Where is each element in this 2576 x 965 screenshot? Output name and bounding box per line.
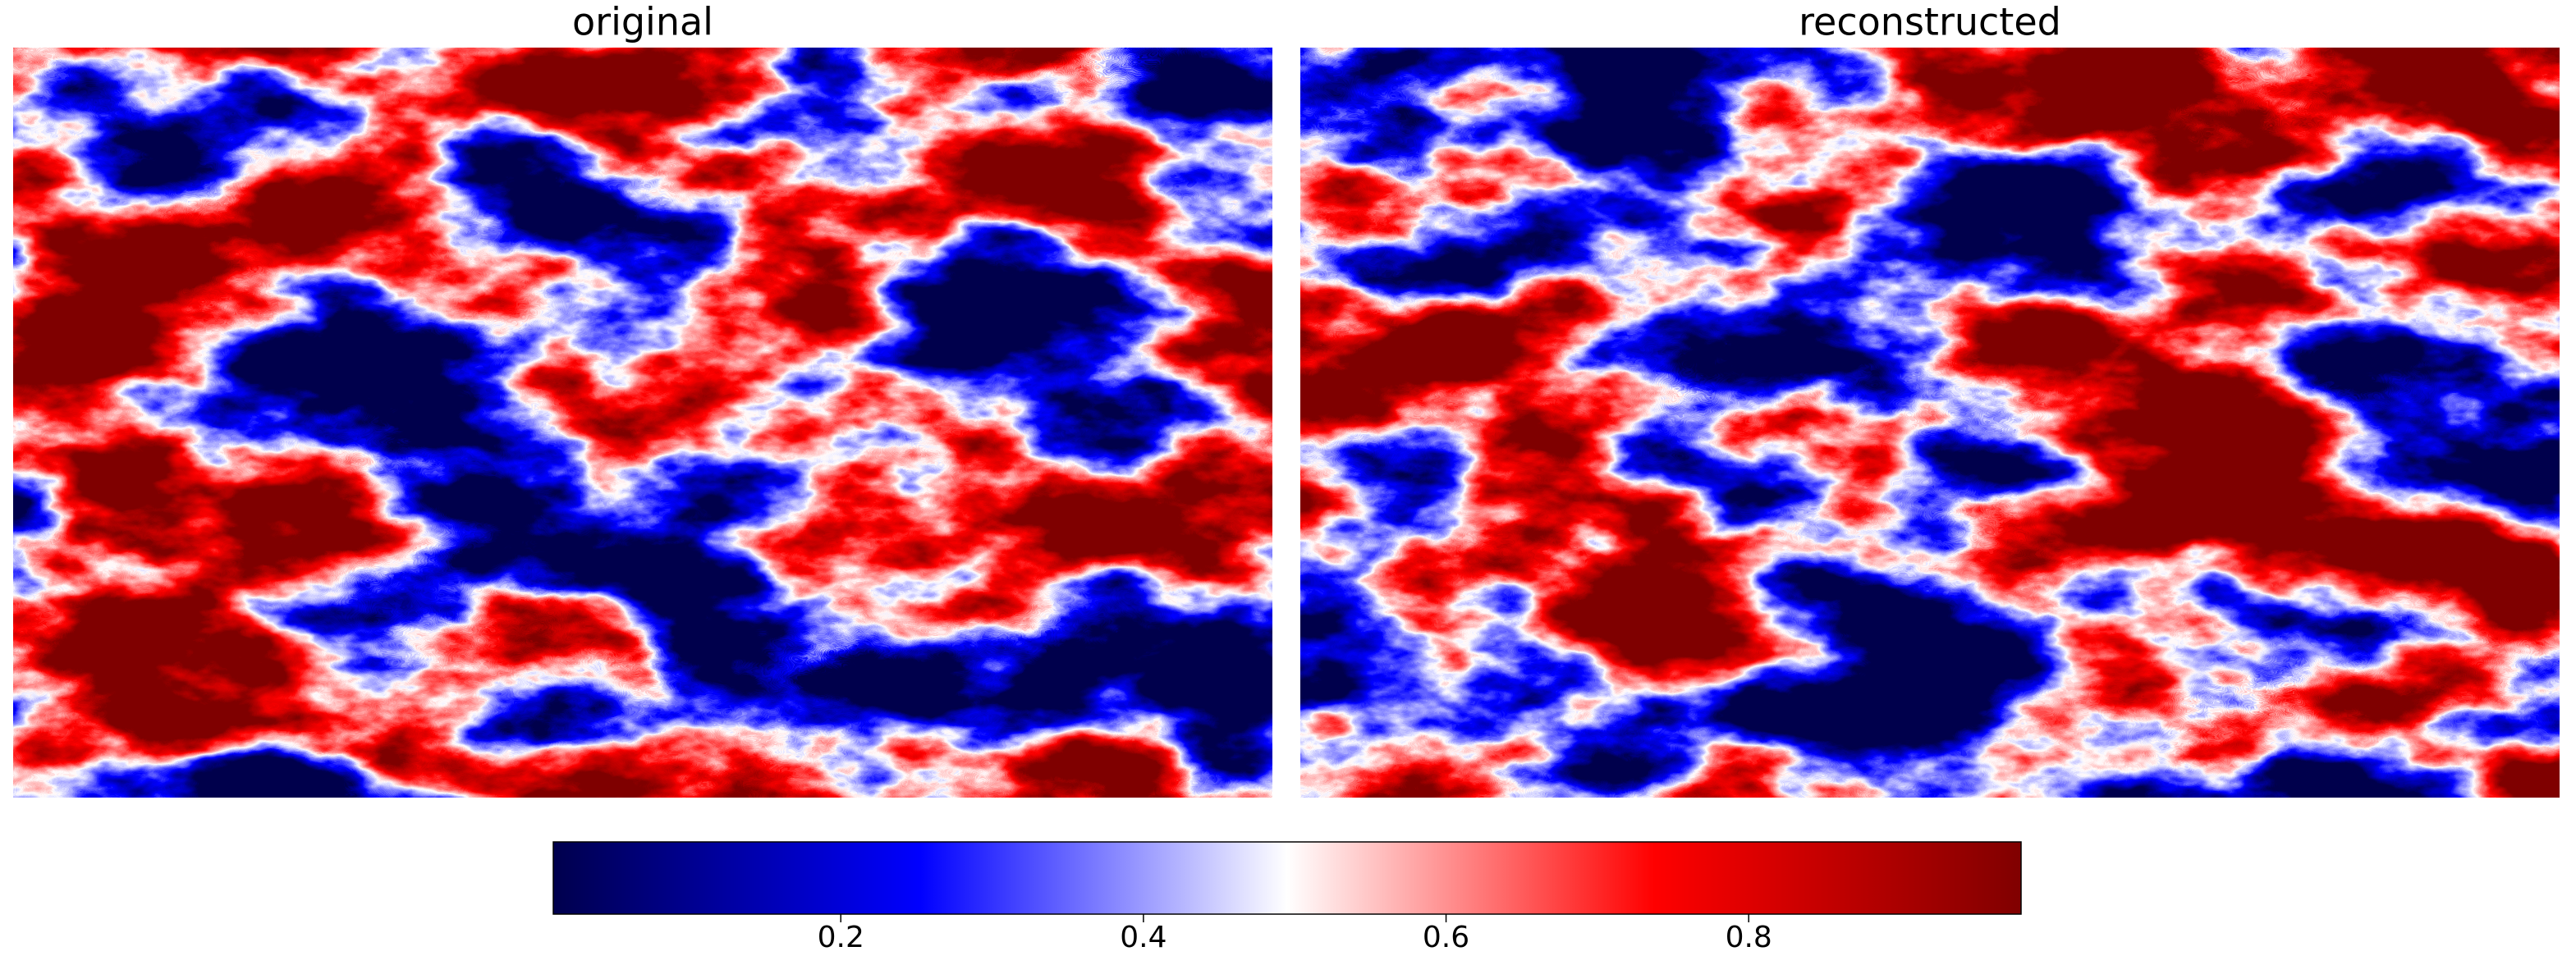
panel-title: reconstructed <box>1799 0 2061 44</box>
tick-label: 0.6 <box>1423 921 1469 954</box>
heatmap <box>13 48 1272 798</box>
tick-label: 0.8 <box>1726 921 1772 954</box>
panel-title: original <box>572 0 713 44</box>
tick-label: 0.4 <box>1120 921 1167 954</box>
colorbar <box>552 841 2022 915</box>
tick-label: 0.2 <box>818 921 864 954</box>
heatmap <box>1300 48 2560 798</box>
